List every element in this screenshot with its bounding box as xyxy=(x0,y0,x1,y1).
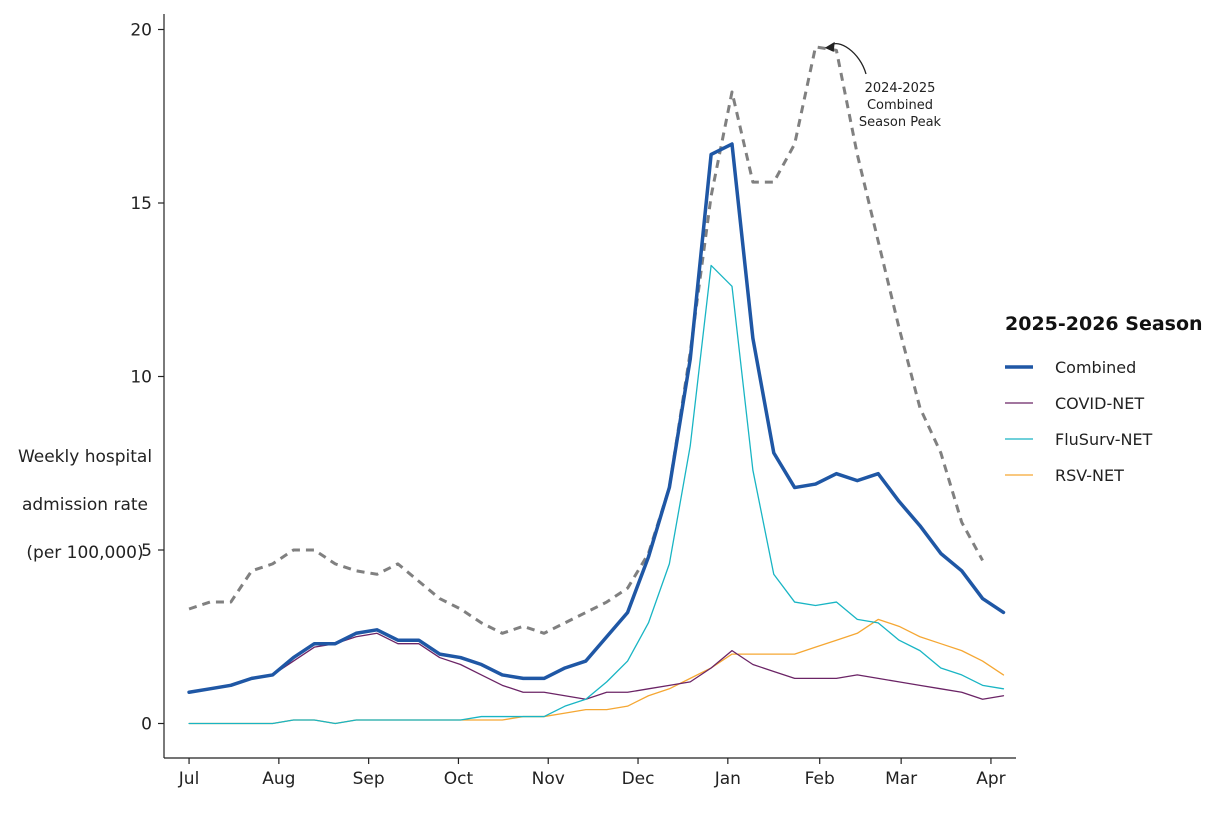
y-tick-label: 5 xyxy=(141,541,152,561)
series-layer xyxy=(187,45,1006,725)
legend-swatch-flusurv-net xyxy=(1005,438,1033,440)
x-tick-label: Sep xyxy=(353,769,385,789)
peak-annotation: 2024-2025 Combined Season Peak xyxy=(845,80,955,131)
peak-annotation-line-2: Combined xyxy=(866,98,934,113)
y-tick-label: 10 xyxy=(130,368,152,388)
series-line-covid-net xyxy=(188,632,1005,700)
y-axis-title-line-1: Weekly hospital xyxy=(17,447,153,467)
y-tick-label: 0 xyxy=(141,715,152,735)
x-tick-label: Jul xyxy=(178,769,200,789)
x-tick-label: Nov xyxy=(532,769,565,789)
x-tick-label: Oct xyxy=(444,769,474,789)
legend-item-combined: Combined xyxy=(1005,349,1214,385)
legend-title: 2025-2026 Season xyxy=(1005,313,1203,335)
x-tick-label: Apr xyxy=(976,769,1005,789)
x-tick-label: Jan xyxy=(714,769,741,789)
series-line-rsv-net xyxy=(188,618,1005,725)
legend-item-covid-net: COVID-NET xyxy=(1005,385,1214,421)
legend-label-covid-net: COVID-NET xyxy=(1055,393,1145,413)
series-line-2024-2025-combined xyxy=(188,45,984,635)
y-tick-label: 15 xyxy=(130,194,152,214)
y-axis-title-line-3: (per 100,000) xyxy=(26,543,144,563)
legend-label-rsv-net: RSV-NET xyxy=(1055,465,1124,485)
legend-swatch-covid-net xyxy=(1005,402,1033,404)
peak-annotation-line-1: 2024-2025 xyxy=(864,81,936,96)
x-tick-label: Mar xyxy=(885,769,917,789)
x-tick-label: Feb xyxy=(805,769,835,789)
legend-label-flusurv-net: FluSurv-NET xyxy=(1055,429,1153,449)
legend-swatch-combined xyxy=(1005,365,1033,369)
series-line-flusurv-net xyxy=(188,264,1005,725)
x-tick-label: Aug xyxy=(262,769,295,789)
series-line-combined xyxy=(187,142,1006,695)
annotation-arrow-head xyxy=(824,41,835,52)
peak-annotation-line-3: Season Peak xyxy=(858,115,942,130)
legend-swatch-rsv-net xyxy=(1005,474,1033,476)
legend-item-rsv-net: RSV-NET xyxy=(1005,457,1214,493)
legend-item-flusurv-net: FluSurv-NET xyxy=(1005,421,1214,457)
axes: 0 5 10 15 20 Jul Aug Sep Oct Nov Dec Jan Feb Mar Apr xyxy=(130,14,1016,789)
legend: 2025-2026 Season Combined COVID-NET FluS… xyxy=(1005,313,1214,493)
annotation-layer xyxy=(824,41,867,75)
x-tick-label: Dec xyxy=(622,769,655,789)
y-tick-label: 20 xyxy=(130,21,152,41)
legend-label-combined: Combined xyxy=(1055,357,1137,377)
y-axis-title: Weekly hospital admission rate (per 100,… xyxy=(0,421,170,589)
y-axis-title-line-2: admission rate xyxy=(21,495,149,515)
annotation-arrow-line xyxy=(830,43,867,75)
